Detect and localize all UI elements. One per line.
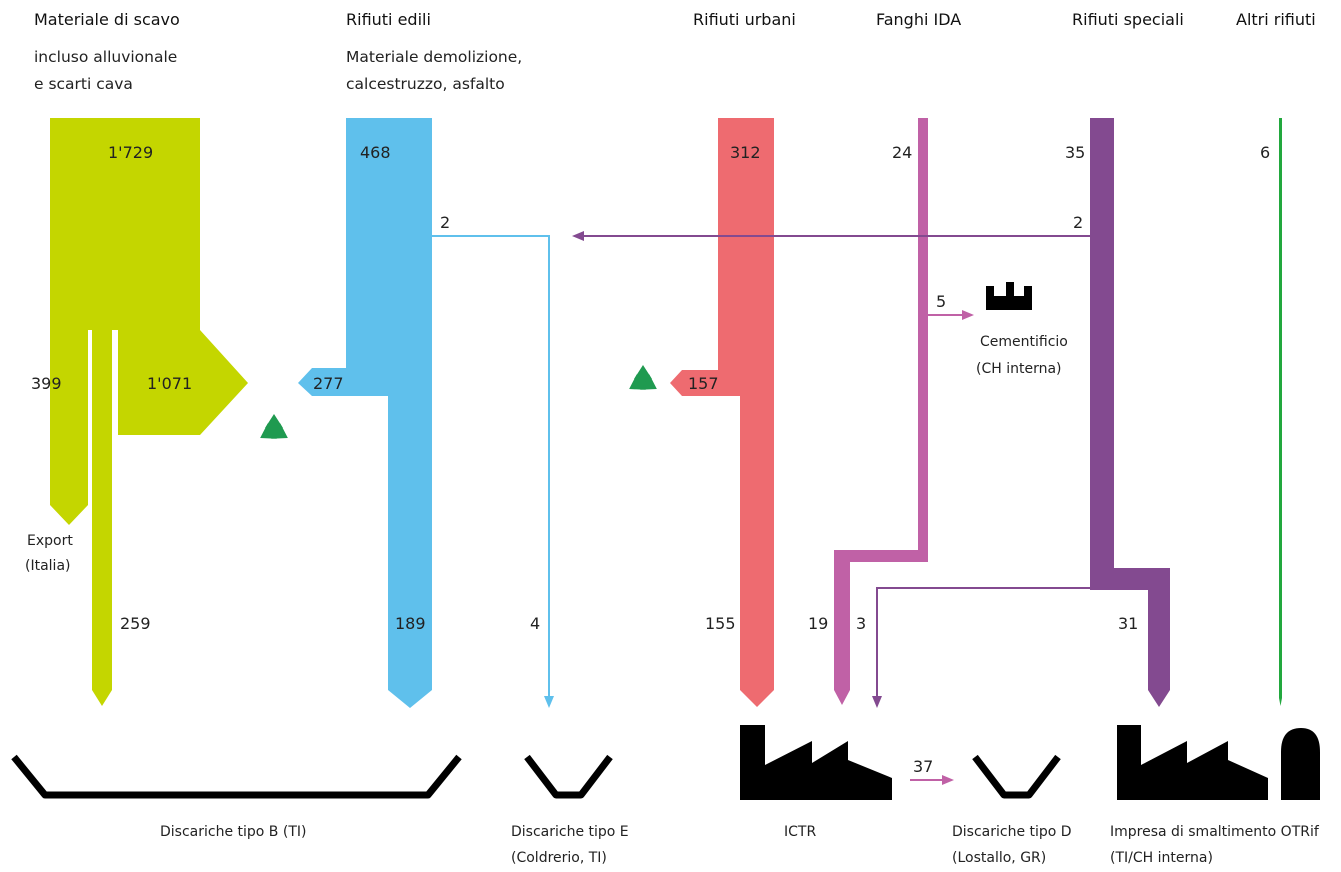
value-fanghi-icr: 19 xyxy=(808,614,828,633)
label-discariche-d-location: (Lostallo, GR) xyxy=(952,850,1046,866)
value-urbani-recycled: 157 xyxy=(688,374,719,393)
value-scavo-recycled: 1'071 xyxy=(147,374,192,393)
flow-icr-to-d xyxy=(910,775,954,785)
landfill-icon xyxy=(972,754,1061,799)
fanghi-band xyxy=(834,118,928,705)
factory-icon xyxy=(986,282,1032,310)
urbani-band xyxy=(670,118,774,707)
edili-main-band xyxy=(298,118,432,708)
subheader-edili-1: Materiale demolizione, xyxy=(346,48,522,66)
label-ictr: ICTR xyxy=(784,824,816,840)
value-fanghi-total: 24 xyxy=(892,143,912,162)
recycle-icon xyxy=(624,365,662,397)
value-edili-total: 468 xyxy=(360,143,391,162)
label-discariche-e-location: (Coldrerio, TI) xyxy=(511,850,607,866)
header-scavo: Materiale di scavo xyxy=(34,10,180,29)
label-cementificio-location: (CH interna) xyxy=(976,361,1062,377)
header-edili: Rifiuti edili xyxy=(346,10,431,29)
flow-urbani xyxy=(670,118,774,707)
value-scavo-total: 1'729 xyxy=(108,143,153,162)
value-fanghi-cement: 5 xyxy=(936,292,946,311)
flow-edili xyxy=(298,118,554,708)
recycle-icon xyxy=(255,414,293,446)
label-discariche-e: Discariche tipo E xyxy=(511,824,629,840)
icr-to-d-arrowhead xyxy=(942,775,954,785)
flow-speciali xyxy=(572,118,1170,708)
label-otrif: Impresa di smaltimento OTRif xyxy=(1110,824,1320,840)
landfill-icon xyxy=(11,754,462,799)
speciali-to-icr-line xyxy=(876,587,1090,700)
value-e-total: 4 xyxy=(530,614,540,633)
subheader-scavo-2: e scarti cava xyxy=(34,75,133,93)
scavo-main-band xyxy=(50,118,248,706)
plant-icon xyxy=(740,725,892,800)
subheader-scavo-1: incluso alluvionale xyxy=(34,48,177,66)
value-altri-total: 6 xyxy=(1260,143,1270,162)
flow-scavo xyxy=(50,118,248,706)
landfill-icon xyxy=(524,754,613,799)
header-speciali: Rifiuti speciali xyxy=(1072,10,1184,29)
flow-altri xyxy=(1279,118,1282,706)
speciali-to-e-arrowhead xyxy=(572,231,584,241)
value-edili-recycled: 277 xyxy=(313,374,344,393)
altri-band xyxy=(1279,118,1282,706)
value-scavo-export: 399 xyxy=(31,374,62,393)
header-altri: Altri rifiuti xyxy=(1236,10,1316,29)
label-discariche-d: Discariche tipo D xyxy=(952,824,1072,840)
label-export-country: (Italia) xyxy=(25,558,70,574)
value-icr-to-d: 37 xyxy=(913,757,933,776)
label-discariche-b: Discariche tipo B (TI) xyxy=(160,824,306,840)
plant-icon xyxy=(1281,728,1320,800)
header-fanghi: Fanghi IDA xyxy=(876,10,961,29)
speciali-band xyxy=(1090,118,1170,707)
value-edili-to-e: 2 xyxy=(440,213,450,232)
label-otrif-location: (TI/CH interna) xyxy=(1110,850,1213,866)
value-speciali-icr: 3 xyxy=(856,614,866,633)
value-urbani-total: 312 xyxy=(730,143,761,162)
value-urbani-icr: 155 xyxy=(705,614,736,633)
value-speciali-otrif: 31 xyxy=(1118,614,1138,633)
value-scavo-landfill: 259 xyxy=(120,614,151,633)
value-edili-landfill: 189 xyxy=(395,614,426,633)
plant-icon xyxy=(1117,725,1268,800)
edili-to-e-arrowhead xyxy=(544,696,554,708)
label-cementificio: Cementificio xyxy=(980,334,1068,350)
subheader-edili-2: calcestruzzo, asfalto xyxy=(346,75,505,93)
header-urbani: Rifiuti urbani xyxy=(693,10,796,29)
speciali-to-icr-arrowhead xyxy=(872,696,882,708)
label-export: Export xyxy=(27,533,73,549)
edili-to-e-line xyxy=(432,235,550,700)
fanghi-to-cement-arrowhead xyxy=(962,310,974,320)
value-speciali-to-e: 2 xyxy=(1073,213,1083,232)
value-speciali-total: 35 xyxy=(1065,143,1085,162)
flow-fanghi xyxy=(834,118,974,705)
